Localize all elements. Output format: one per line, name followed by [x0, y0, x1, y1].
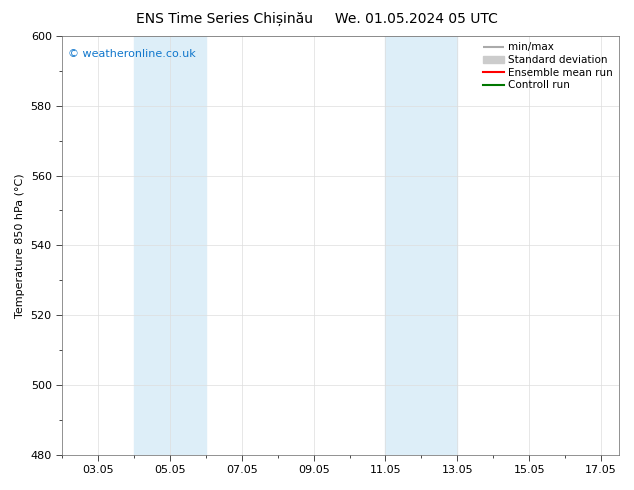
Text: ENS Time Series Chișinău     We. 01.05.2024 05 UTC: ENS Time Series Chișinău We. 01.05.2024 … — [136, 12, 498, 26]
Bar — [134, 36, 206, 455]
Y-axis label: Temperature 850 hPa (°C): Temperature 850 hPa (°C) — [15, 173, 25, 318]
Bar — [385, 36, 457, 455]
Text: © weatheronline.co.uk: © weatheronline.co.uk — [68, 49, 195, 59]
Legend: min/max, Standard deviation, Ensemble mean run, Controll run: min/max, Standard deviation, Ensemble me… — [479, 38, 617, 95]
